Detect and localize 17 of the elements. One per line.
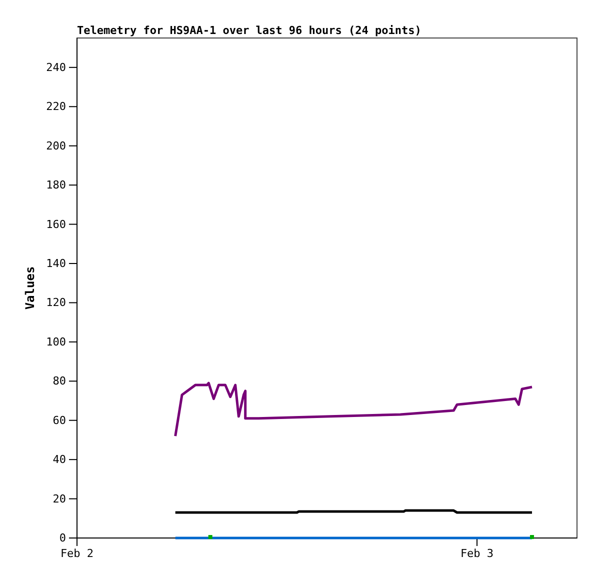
x-tick-label: Feb 2	[60, 546, 94, 560]
y-tick-label: 40	[52, 453, 66, 466]
y-tick-label: 140	[46, 257, 66, 270]
y-tick-label: 220	[46, 100, 66, 114]
y-axis-title: Values	[23, 266, 37, 310]
y-tick-label: 200	[46, 139, 66, 152]
y-tick-label: 100	[46, 335, 66, 348]
y-tick-label: 80	[52, 374, 66, 388]
x-tick-label: Feb 3	[460, 546, 494, 560]
y-tick-label: 180	[46, 178, 66, 192]
y-tick-label: 120	[46, 296, 66, 310]
y-tick-label: 20	[52, 492, 66, 506]
y-tick-label: 60	[52, 414, 66, 427]
chart-title: Telemetry for HS9AA-1 over last 96 hours (24 points)	[77, 24, 422, 37]
y-tick-label: 240	[46, 60, 66, 74]
y-tick-label: 160	[46, 218, 66, 231]
y-tick-label: 0	[59, 532, 66, 545]
